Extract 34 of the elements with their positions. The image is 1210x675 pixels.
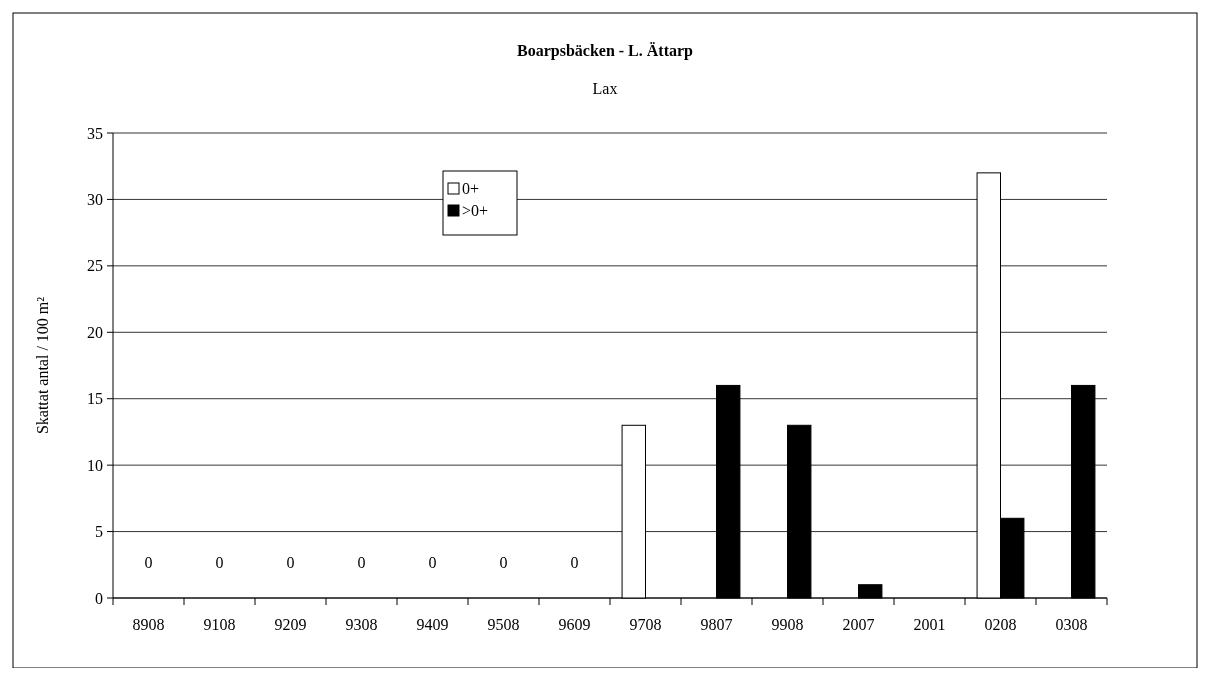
y-tick-label: 30 <box>87 191 103 209</box>
x-tick-label: 0308 <box>1055 616 1088 633</box>
y-tick-label: 5 <box>95 523 103 541</box>
x-tick-label: 9409 <box>416 616 449 633</box>
data-label: 0 <box>428 554 437 571</box>
data-label: 0 <box>570 554 579 571</box>
x-tick-label: 9708 <box>629 616 662 633</box>
x-tick-label: 9508 <box>487 616 520 633</box>
x-tick-label: 8908 <box>132 616 165 633</box>
y-tick-label: 35 <box>87 124 103 142</box>
data-label: 0 <box>215 554 224 571</box>
x-tick-label: 2007 <box>842 616 875 633</box>
x-tick-label: 9209 <box>274 616 307 633</box>
data-label: 0 <box>357 554 366 571</box>
y-tick-label: 15 <box>87 390 103 408</box>
y-tick-label: 0 <box>95 589 103 607</box>
y-axis-title: Skattat antal / 100 m² <box>34 296 51 435</box>
legend-label: >0+ <box>462 202 489 219</box>
x-tick-label: 9308 <box>345 616 378 633</box>
x-tick-label: 9807 <box>700 616 733 633</box>
y-tick-label: 10 <box>87 456 103 474</box>
legend-label: 0+ <box>462 180 480 197</box>
x-tick-label: 2001 <box>913 616 946 633</box>
x-tick-label: 0208 <box>984 616 1017 633</box>
x-tick-label: 9908 <box>771 616 804 633</box>
data-label: 0 <box>499 554 508 571</box>
data-label: 0 <box>286 554 295 571</box>
y-tick-label: 20 <box>87 323 103 341</box>
chart-subtitle: Lax <box>592 80 618 97</box>
x-tick-label: 9609 <box>558 616 591 633</box>
x-tick-label: 9108 <box>203 616 236 633</box>
chart-title: Boarpsbäcken - L. Ättarp <box>516 42 694 60</box>
data-label: 0 <box>144 554 153 571</box>
y-tick-label: 25 <box>87 257 103 275</box>
